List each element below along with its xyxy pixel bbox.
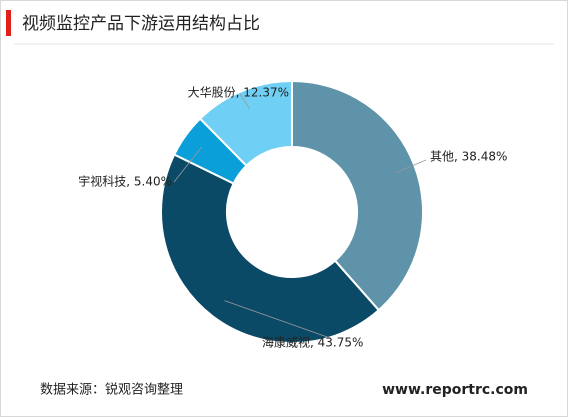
chart-title: 视频监控产品下游运用结构占比 <box>22 14 260 34</box>
slice <box>160 153 381 344</box>
leader-line <box>173 146 202 183</box>
data-label: 大华股份, 12.37% <box>188 86 289 100</box>
slice <box>291 79 424 312</box>
leader-line <box>395 159 427 173</box>
leader-line <box>224 300 331 339</box>
data-label: 其他, 38.48% <box>430 150 507 164</box>
source: 数据来源：锐观咨询整理 <box>40 383 183 398</box>
data-label: 宇视科技, 5.40% <box>78 174 172 189</box>
title-accent <box>6 10 11 36</box>
leader-line <box>239 93 251 110</box>
data-label: 海康威视, 43.75% <box>262 335 363 350</box>
website: www.reportrc.com <box>382 382 528 398</box>
slice <box>198 79 293 168</box>
